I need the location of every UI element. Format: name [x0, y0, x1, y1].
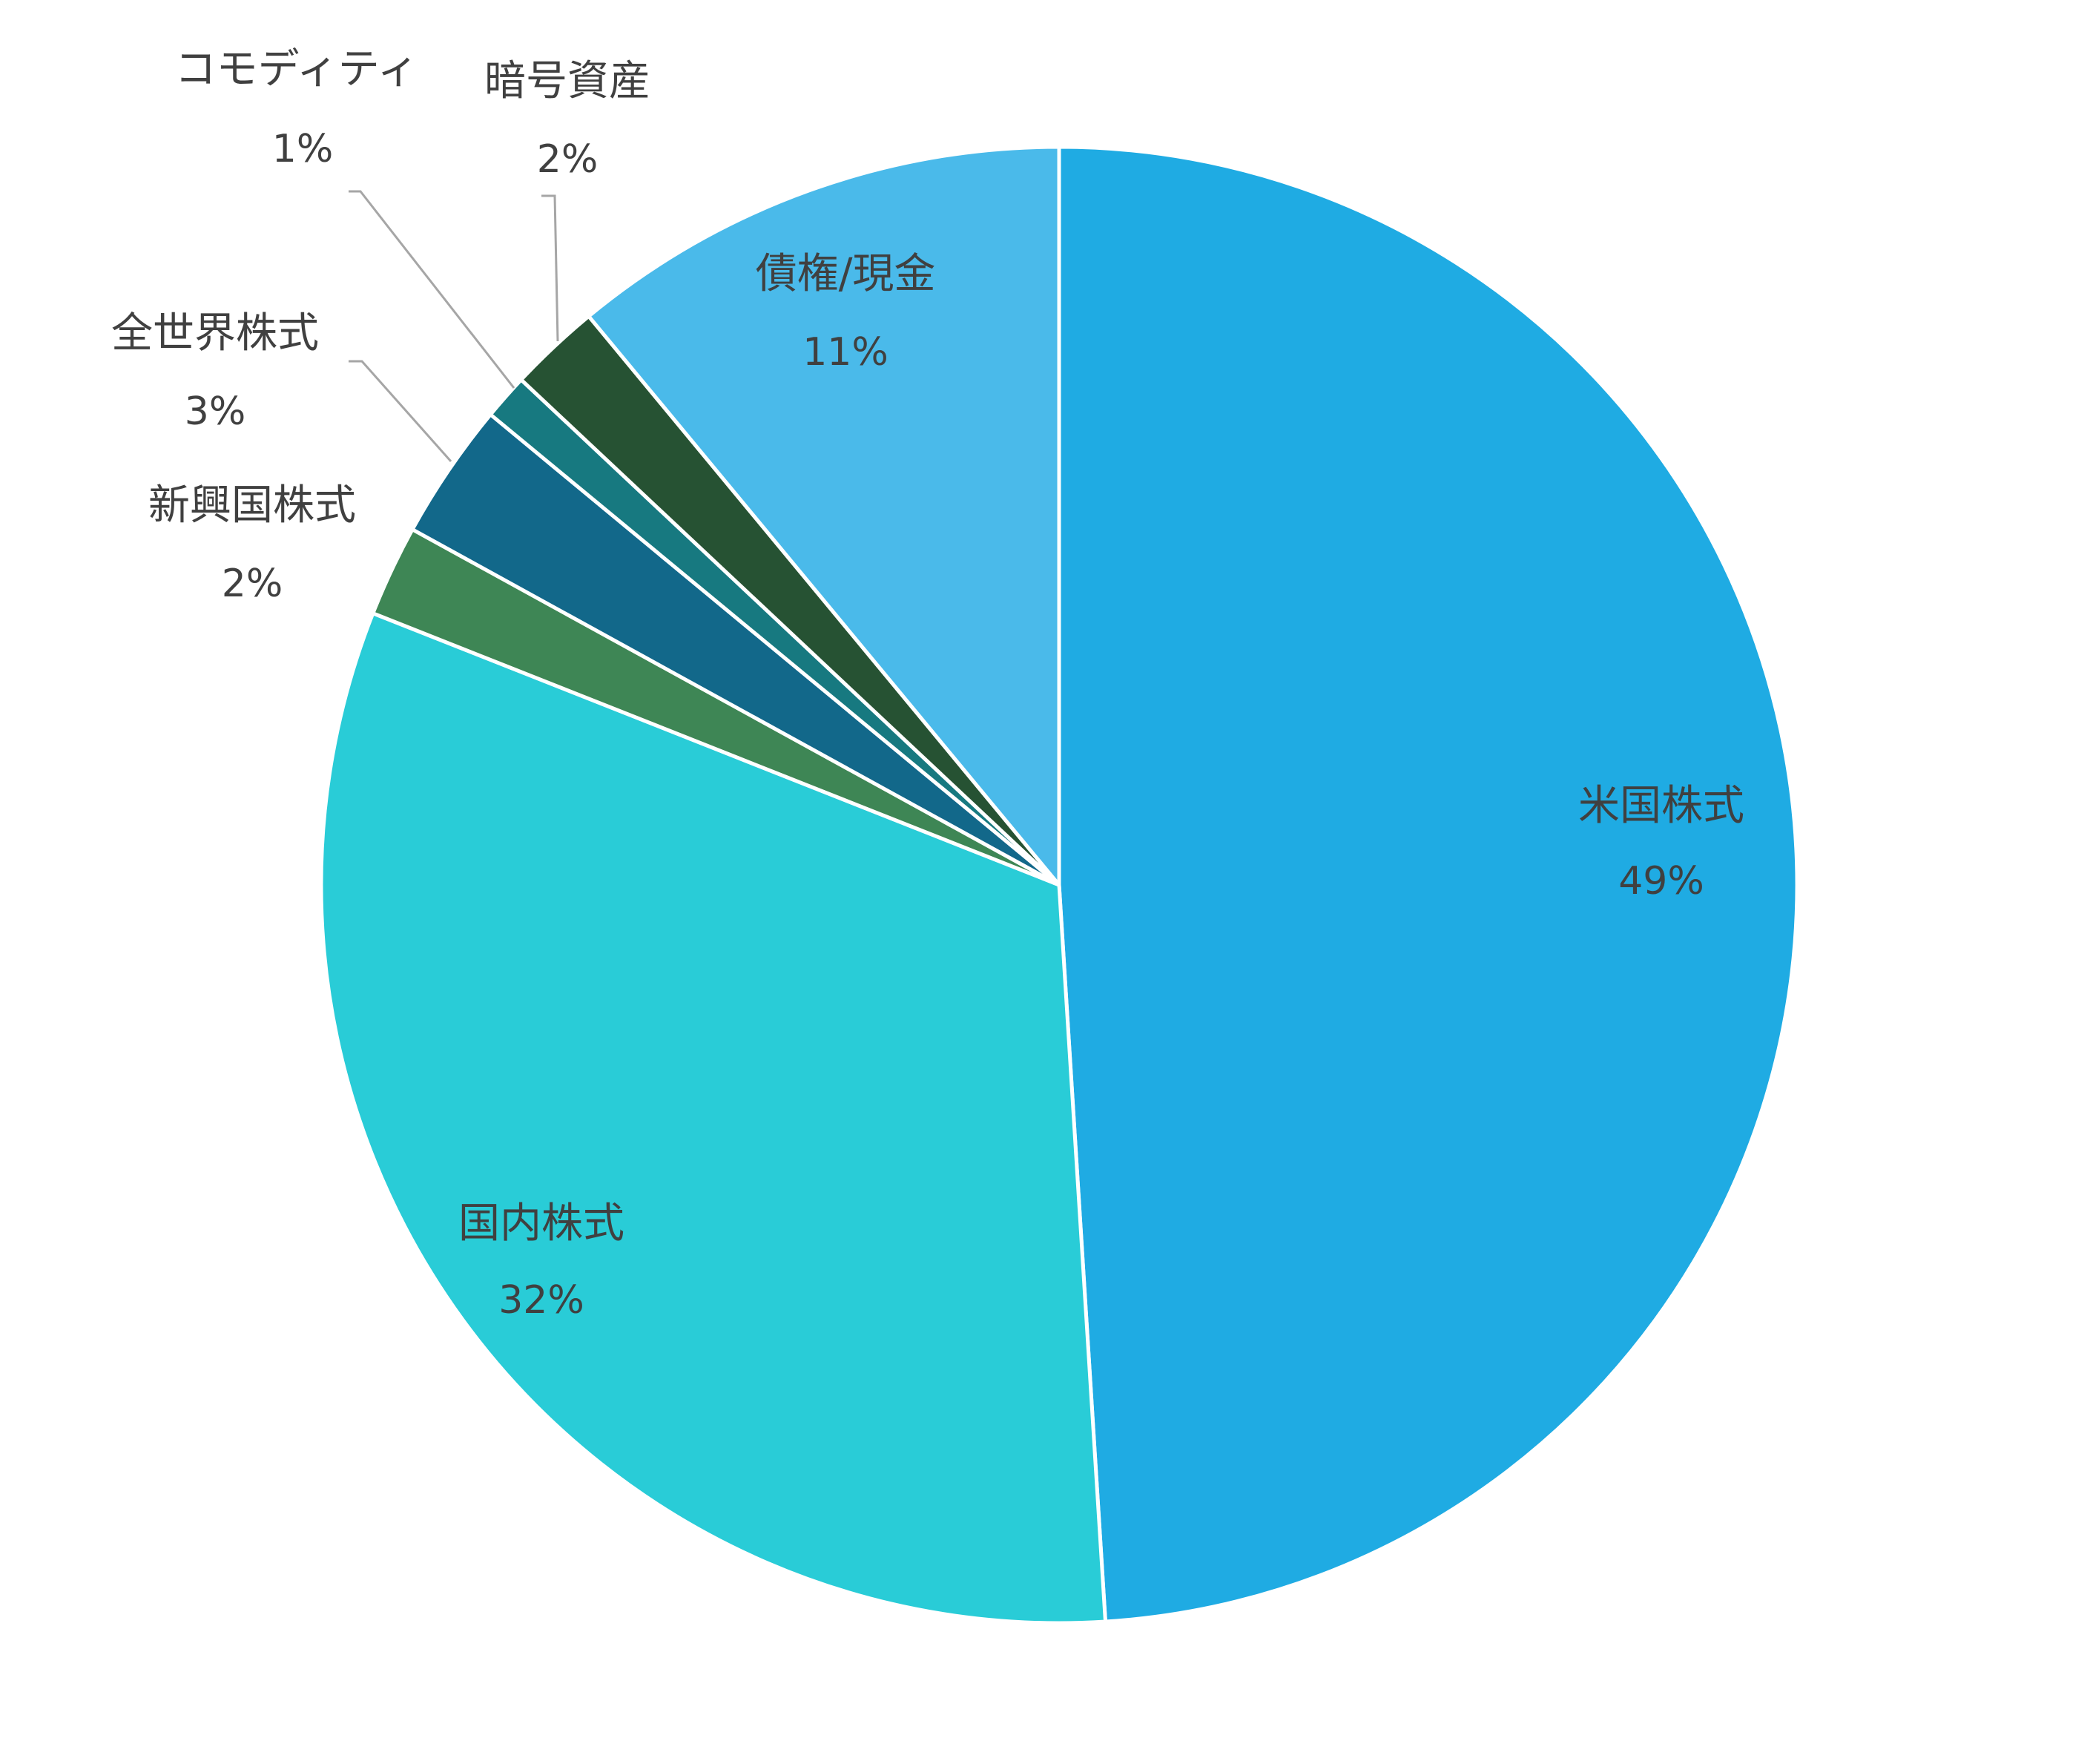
- slice-value-label: 1%: [272, 127, 334, 171]
- slice-label: 全世界株式: [111, 309, 319, 358]
- slice-label: 国内株式: [458, 1199, 624, 1248]
- slice-label: 新興国株式: [148, 481, 356, 530]
- slice-label: 債権/現金: [756, 250, 936, 298]
- slice-value-label: 32%: [498, 1278, 584, 1323]
- slice-label: 暗号資産: [484, 57, 650, 105]
- leader-line: [541, 194, 559, 342]
- slice-value-label: 3%: [185, 389, 246, 434]
- slice-label: 米国株式: [1578, 782, 1744, 830]
- data-labels: 米国株式 49% 国内株式 32% 新興国株式 2% 全世界株式 3% コモディティ 1% 暗号資産…: [111, 45, 1744, 1323]
- slice-1: [1057, 145, 1799, 1624]
- leader-lines: [349, 190, 559, 462]
- pie-slices: [319, 145, 1799, 1625]
- leader-line: [349, 360, 452, 462]
- slice-7: [587, 145, 1061, 887]
- leader-line: [349, 190, 515, 389]
- slice-value-label: 11%: [802, 330, 889, 375]
- slice-2: [319, 611, 1107, 1625]
- slice-value-label: 49%: [1618, 859, 1704, 904]
- slice-value-label: 2%: [222, 562, 283, 606]
- slice-label: コモディティ: [175, 45, 419, 93]
- slice-value-label: 2%: [537, 137, 599, 182]
